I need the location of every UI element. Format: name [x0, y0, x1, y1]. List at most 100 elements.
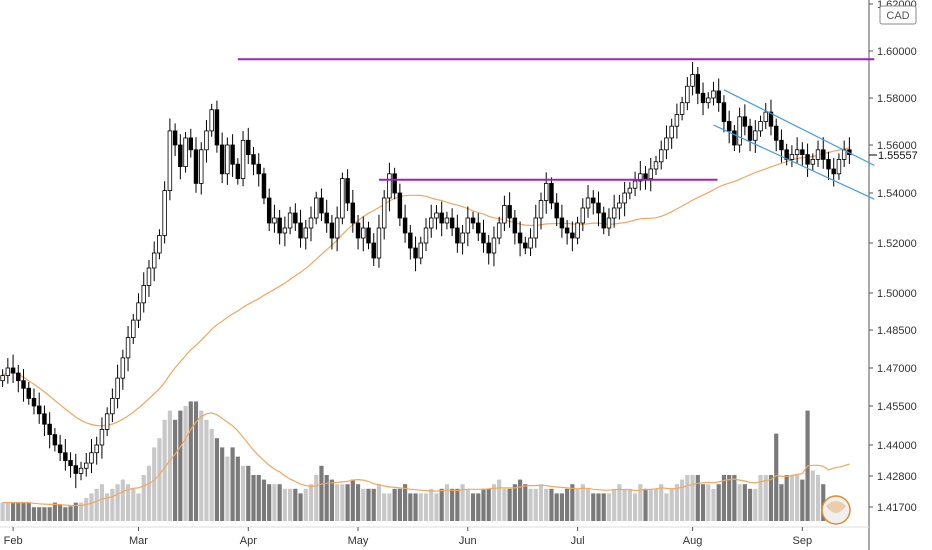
candle[interactable] — [366, 221, 371, 250]
candle[interactable] — [554, 193, 559, 226]
candle[interactable] — [815, 140, 821, 168]
candle[interactable] — [658, 140, 664, 170]
candle[interactable] — [523, 236, 528, 255]
candle[interactable] — [157, 229, 162, 260]
candle[interactable] — [836, 153, 842, 180]
candle[interactable] — [768, 99, 774, 136]
candle[interactable] — [570, 221, 575, 252]
candle[interactable] — [434, 205, 439, 230]
candle[interactable] — [606, 208, 612, 236]
candle[interactable] — [496, 216, 502, 245]
candle[interactable] — [287, 206, 293, 235]
candle[interactable] — [225, 137, 230, 185]
candle[interactable] — [821, 137, 826, 169]
candle[interactable] — [120, 349, 126, 390]
candle[interactable] — [209, 103, 214, 137]
candle[interactable] — [10, 354, 16, 383]
candle[interactable] — [428, 204, 434, 238]
candle[interactable] — [381, 190, 387, 240]
candle[interactable] — [303, 220, 309, 250]
candle[interactable] — [423, 218, 429, 251]
candle[interactable] — [266, 188, 272, 231]
candle[interactable] — [575, 216, 580, 245]
candle[interactable] — [481, 219, 486, 253]
candle[interactable] — [110, 388, 115, 423]
candle[interactable] — [313, 191, 319, 225]
candle[interactable] — [674, 103, 680, 139]
candle[interactable] — [345, 169, 350, 211]
candle[interactable] — [272, 204, 277, 233]
candle[interactable] — [690, 62, 695, 96]
candle[interactable] — [549, 177, 554, 210]
candle[interactable] — [810, 153, 816, 171]
candle[interactable] — [151, 241, 157, 282]
candle[interactable] — [779, 129, 784, 163]
channel-lower-line[interactable] — [713, 124, 875, 200]
candle[interactable] — [737, 107, 742, 153]
candle[interactable] — [408, 225, 413, 260]
candle[interactable] — [826, 151, 831, 181]
candle[interactable] — [387, 162, 392, 212]
candle[interactable] — [256, 153, 261, 187]
channel-upper-line[interactable] — [723, 89, 875, 166]
candle[interactable] — [52, 428, 58, 452]
candle[interactable] — [240, 131, 246, 187]
candle[interactable] — [538, 192, 544, 230]
candle[interactable] — [742, 104, 748, 136]
candle[interactable] — [371, 233, 376, 266]
candle[interactable] — [559, 204, 565, 238]
candle[interactable] — [596, 191, 601, 227]
candle[interactable] — [455, 214, 460, 253]
candle[interactable] — [622, 181, 627, 217]
candle[interactable] — [293, 203, 298, 231]
candle[interactable] — [444, 211, 450, 230]
candle[interactable] — [679, 96, 685, 121]
candle[interactable] — [298, 209, 303, 248]
candle[interactable] — [517, 221, 523, 257]
candle[interactable] — [230, 134, 235, 177]
candle[interactable] — [507, 192, 512, 228]
candle[interactable] — [361, 216, 366, 252]
candle[interactable] — [26, 381, 31, 405]
candle[interactable] — [789, 145, 795, 168]
candle[interactable] — [31, 388, 37, 415]
candle[interactable] — [219, 132, 225, 184]
candle[interactable] — [172, 123, 178, 157]
candle[interactable] — [214, 100, 220, 153]
candle[interactable] — [397, 183, 403, 226]
candle[interactable] — [277, 210, 282, 245]
candle[interactable] — [648, 157, 653, 192]
candle[interactable] — [94, 436, 99, 465]
candle[interactable] — [141, 272, 146, 313]
candle[interactable] — [104, 407, 110, 436]
candle[interactable] — [16, 364, 21, 393]
candle[interactable] — [758, 115, 763, 137]
candle[interactable] — [528, 228, 533, 256]
candle[interactable] — [632, 171, 638, 196]
candle[interactable] — [167, 118, 173, 201]
candle[interactable] — [747, 118, 753, 152]
candle[interactable] — [721, 95, 727, 133]
candle[interactable] — [42, 405, 47, 437]
candle[interactable] — [115, 364, 120, 409]
candle[interactable] — [376, 214, 382, 268]
candle[interactable] — [84, 453, 89, 477]
candle[interactable] — [89, 439, 94, 474]
candle[interactable] — [533, 204, 539, 248]
candle[interactable] — [178, 134, 183, 180]
candle[interactable] — [476, 213, 481, 241]
candle[interactable] — [78, 461, 84, 481]
candle[interactable] — [643, 166, 648, 190]
candle[interactable] — [669, 118, 674, 149]
candle[interactable] — [136, 293, 141, 329]
candle[interactable] — [188, 128, 194, 158]
candlesticks[interactable] — [0, 62, 852, 489]
candle[interactable] — [246, 127, 251, 164]
candle[interactable] — [235, 158, 241, 185]
candle[interactable] — [36, 392, 42, 424]
candle[interactable] — [580, 198, 586, 231]
candle[interactable] — [831, 157, 836, 187]
candle[interactable] — [491, 226, 497, 267]
candle[interactable] — [125, 326, 131, 372]
candle[interactable] — [564, 220, 570, 245]
